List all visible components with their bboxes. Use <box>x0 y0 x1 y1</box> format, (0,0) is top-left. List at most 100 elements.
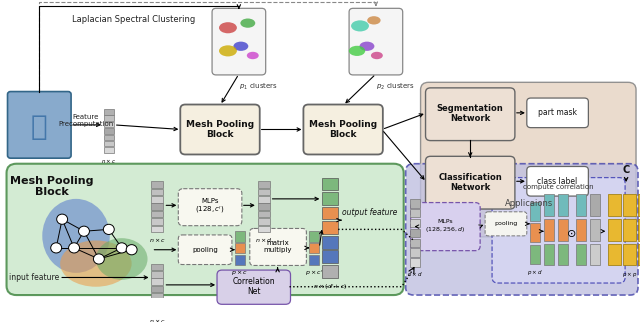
Bar <box>544 243 554 265</box>
FancyBboxPatch shape <box>179 189 242 226</box>
FancyBboxPatch shape <box>426 88 515 141</box>
Text: $n\times c$: $n\times c$ <box>149 317 166 322</box>
Bar <box>544 194 554 216</box>
FancyBboxPatch shape <box>179 235 232 265</box>
Bar <box>104 122 114 128</box>
FancyBboxPatch shape <box>411 203 480 251</box>
Bar <box>152 226 163 232</box>
FancyBboxPatch shape <box>217 270 291 304</box>
Bar <box>410 199 420 208</box>
Text: input feature: input feature <box>8 273 59 282</box>
FancyBboxPatch shape <box>485 212 527 236</box>
Text: MLPs
$(128,c')$: MLPs $(128,c')$ <box>195 198 225 216</box>
Text: $n\times d$: $n\times d$ <box>407 270 422 278</box>
Text: $p_2$ clusters: $p_2$ clusters <box>376 81 415 91</box>
Text: compute correlation: compute correlation <box>524 184 594 190</box>
Ellipse shape <box>60 241 132 287</box>
Bar <box>104 135 114 140</box>
Bar <box>410 248 420 257</box>
Bar <box>258 189 269 195</box>
Bar <box>323 221 338 234</box>
Text: $p\times c'$: $p\times c'$ <box>305 268 324 278</box>
Bar <box>235 231 245 242</box>
Bar <box>638 219 640 241</box>
Bar <box>623 219 636 241</box>
Text: $n\times d$: $n\times d$ <box>255 236 273 244</box>
Bar <box>410 219 420 227</box>
Ellipse shape <box>42 199 110 273</box>
Bar <box>608 219 621 241</box>
Text: $p\times d$: $p\times d$ <box>527 268 543 277</box>
Text: $\odot$: $\odot$ <box>566 228 577 239</box>
Text: $n\times c$: $n\times c$ <box>149 236 166 244</box>
Bar <box>323 250 338 263</box>
Bar <box>590 194 600 216</box>
Ellipse shape <box>367 16 381 24</box>
Bar <box>152 211 163 217</box>
Bar <box>323 207 338 220</box>
FancyBboxPatch shape <box>492 178 625 283</box>
Bar <box>152 264 163 270</box>
Bar <box>323 236 338 249</box>
Bar <box>590 243 600 265</box>
Bar <box>557 219 568 241</box>
Circle shape <box>103 224 115 234</box>
Bar <box>258 218 269 225</box>
FancyBboxPatch shape <box>6 164 404 295</box>
Text: Segmentation
Network: Segmentation Network <box>437 104 504 123</box>
Text: Feature
Precomputation: Feature Precomputation <box>58 114 113 127</box>
Text: $n\times c$: $n\times c$ <box>101 157 116 165</box>
Text: Applicaions: Applicaions <box>505 199 553 208</box>
FancyBboxPatch shape <box>406 164 638 295</box>
Circle shape <box>93 254 104 264</box>
Bar <box>258 204 269 210</box>
Bar <box>323 178 338 190</box>
Text: pooling: pooling <box>494 221 518 226</box>
Ellipse shape <box>371 52 383 59</box>
Bar <box>152 301 163 307</box>
Bar <box>152 196 163 203</box>
FancyBboxPatch shape <box>250 229 307 265</box>
Text: Mesh Pooling
Block: Mesh Pooling Block <box>186 120 254 139</box>
Text: $n\times(d'+c)$: $n\times(d'+c)$ <box>313 282 348 292</box>
Bar <box>152 308 163 315</box>
Bar <box>638 194 640 216</box>
FancyBboxPatch shape <box>303 105 383 155</box>
FancyBboxPatch shape <box>527 166 588 196</box>
Bar <box>104 141 114 147</box>
Text: Correlation
Net: Correlation Net <box>232 277 275 297</box>
Bar <box>258 211 269 217</box>
Circle shape <box>116 243 127 253</box>
Ellipse shape <box>234 42 248 51</box>
Circle shape <box>57 214 68 224</box>
Text: Classification
Network: Classification Network <box>438 173 502 192</box>
FancyBboxPatch shape <box>212 8 266 75</box>
Text: part mask: part mask <box>538 108 577 117</box>
Text: $p\times c$: $p\times c$ <box>231 268 248 277</box>
Ellipse shape <box>360 42 374 51</box>
Bar <box>152 271 163 278</box>
Bar <box>557 194 568 216</box>
Bar <box>323 265 338 278</box>
Ellipse shape <box>241 18 255 28</box>
Bar <box>530 202 540 221</box>
Bar <box>104 128 114 134</box>
Bar <box>309 255 319 265</box>
Ellipse shape <box>351 20 369 32</box>
Circle shape <box>51 243 61 253</box>
Bar <box>544 219 554 241</box>
Bar <box>410 229 420 237</box>
Bar <box>577 243 586 265</box>
Text: Mesh Pooling
Block: Mesh Pooling Block <box>309 120 377 139</box>
Text: pooling: pooling <box>192 247 218 253</box>
Ellipse shape <box>219 22 237 33</box>
Circle shape <box>68 243 79 253</box>
Bar <box>152 189 163 195</box>
Text: $p_1$ clusters: $p_1$ clusters <box>239 81 278 91</box>
Text: Laplacian Spectral Clustering: Laplacian Spectral Clustering <box>72 15 195 24</box>
Bar <box>623 194 636 216</box>
Bar <box>410 209 420 217</box>
Text: output feature: output feature <box>342 208 397 217</box>
Bar <box>152 204 163 210</box>
Bar <box>577 194 586 216</box>
